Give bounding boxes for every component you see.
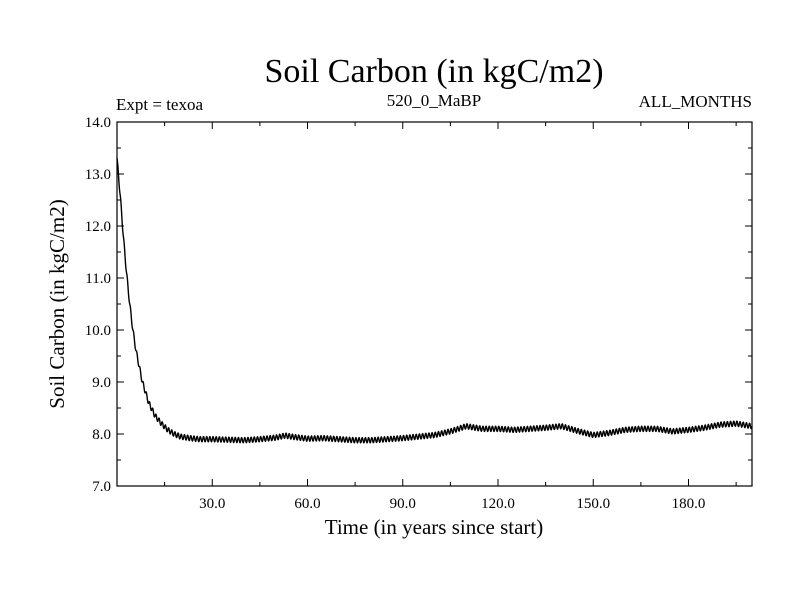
y-tick-label: 11.0	[85, 271, 111, 287]
x-tick-label: 120.0	[481, 496, 515, 512]
x-tick-label: 150.0	[576, 496, 610, 512]
x-axis-label: Time (in years since start)	[325, 515, 544, 539]
ticks-layer: 7.0 8.0 9.0 10.0 11.0 12.0 13.0 14.0 30.0 60.0 90.…	[85, 115, 752, 512]
subtitle-period: 520_0_MaBP	[387, 91, 481, 110]
y-tick-label: 10.0	[85, 323, 111, 339]
subtitle-experiment: Expt = texoa	[116, 95, 203, 114]
series-layer	[116, 158, 753, 444]
x-tick-label: 30.0	[199, 496, 225, 512]
y-axis-label: Soil Carbon (in kgC/m2)	[45, 199, 69, 408]
y-tick-label: 8.0	[92, 427, 111, 443]
chart-title: Soil Carbon (in kgC/m2)	[264, 53, 603, 90]
y-tick-label: 12.0	[85, 219, 111, 235]
subtitle-months: ALL_MONTHS	[639, 92, 752, 111]
series-line-0	[116, 158, 753, 444]
plot-frame	[116, 121, 753, 487]
y-tick-label: 14.0	[85, 115, 111, 131]
x-tick-label: 90.0	[390, 496, 416, 512]
x-tick-label: 180.0	[672, 496, 706, 512]
y-tick-label: 7.0	[92, 479, 111, 495]
y-tick-label: 9.0	[92, 375, 111, 391]
y-tick-label: 13.0	[85, 167, 111, 183]
x-tick-label: 60.0	[294, 496, 320, 512]
